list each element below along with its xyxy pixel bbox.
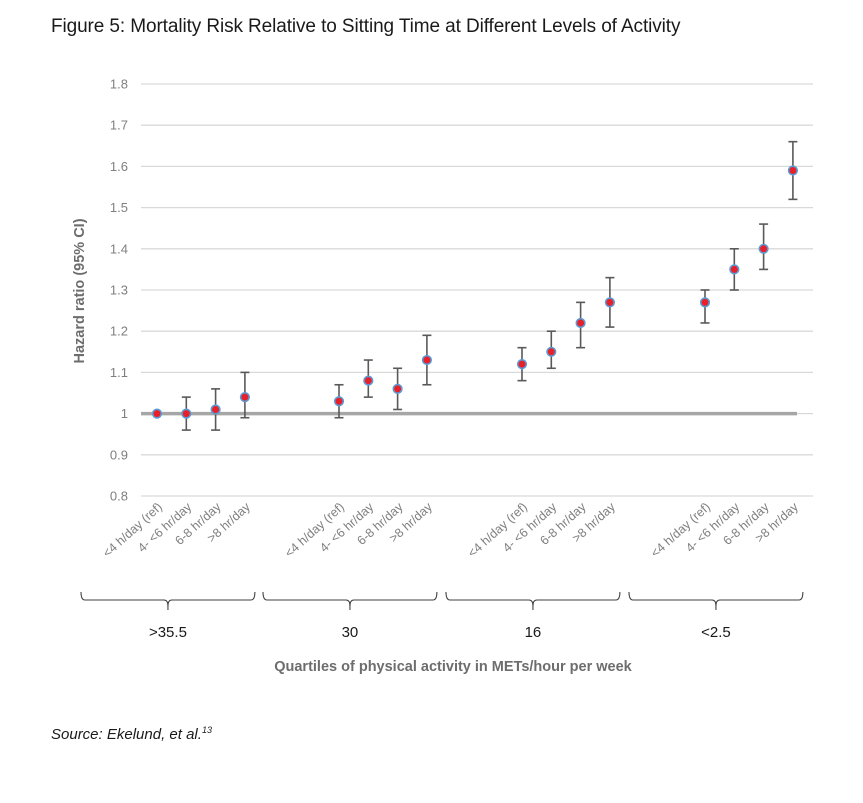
- y-axis-title: Hazard ratio (95% CI): [72, 218, 88, 363]
- data-point: [181, 408, 192, 419]
- x-axis-title: Quartiles of physical activity in METs/h…: [274, 659, 632, 675]
- group-brace: [80, 591, 256, 610]
- group-brace: [262, 591, 438, 610]
- y-tick-label: 1.5: [110, 200, 128, 215]
- group-label: <2.5: [701, 624, 731, 641]
- data-point: [210, 404, 221, 415]
- group-label: 30: [342, 624, 359, 641]
- data-point: [604, 297, 616, 308]
- y-tick-label: 0.8: [110, 489, 128, 504]
- data-points: [151, 165, 799, 419]
- data-point: [333, 396, 345, 407]
- data-point: [239, 392, 250, 403]
- source-citation: Source: Ekelund, et al.13: [51, 725, 212, 743]
- y-tick-label: 1.7: [110, 118, 128, 133]
- y-axis-ticks: 0.8 0.9 1 1.1 1.2 1.3 1.4 1.5 1.6 1.7 1.8: [110, 77, 128, 504]
- data-point: [699, 297, 711, 308]
- group-brace: [445, 591, 621, 610]
- figure-title: Figure 5: Mortality Risk Relative to Sit…: [51, 16, 681, 37]
- group-label: 16: [525, 624, 542, 641]
- source-text: Source: Ekelund, et al.: [51, 726, 202, 743]
- data-point: [729, 264, 740, 275]
- y-tick-label: 0.9: [110, 447, 128, 462]
- data-point: [575, 317, 586, 329]
- error-bars: [181, 140, 798, 431]
- y-tick-label: 1.4: [110, 241, 128, 256]
- data-point: [363, 375, 374, 386]
- y-tick-label: 1.2: [110, 324, 128, 339]
- data-point: [151, 408, 163, 419]
- data-point: [392, 383, 403, 394]
- data-point: [758, 243, 769, 254]
- y-tick-label: 1.6: [110, 159, 128, 174]
- data-point: [787, 165, 799, 176]
- y-tick-label: 1.1: [110, 365, 128, 380]
- data-point: [516, 359, 528, 370]
- group-braces: >35.5 30 16 <2.5: [80, 591, 804, 641]
- data-point: [421, 354, 433, 366]
- y-tick-label: 1.8: [110, 77, 128, 92]
- group-brace: [628, 591, 804, 610]
- data-point: [546, 346, 557, 357]
- y-tick-label: 1: [121, 406, 128, 421]
- y-tick-label: 1.3: [110, 283, 128, 298]
- source-reference-number: 13: [201, 725, 212, 735]
- group-label: >35.5: [149, 624, 187, 641]
- gridlines: [141, 83, 813, 497]
